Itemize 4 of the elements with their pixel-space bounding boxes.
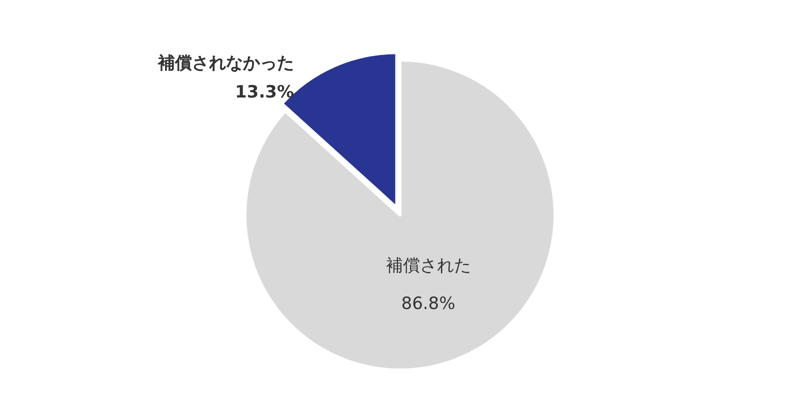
data-label: 13.3% [235, 82, 294, 102]
slice-label: 補償されなかった [157, 53, 294, 74]
data-label: 86.8% [401, 294, 456, 314]
slice-label: 補償された [386, 256, 471, 276]
